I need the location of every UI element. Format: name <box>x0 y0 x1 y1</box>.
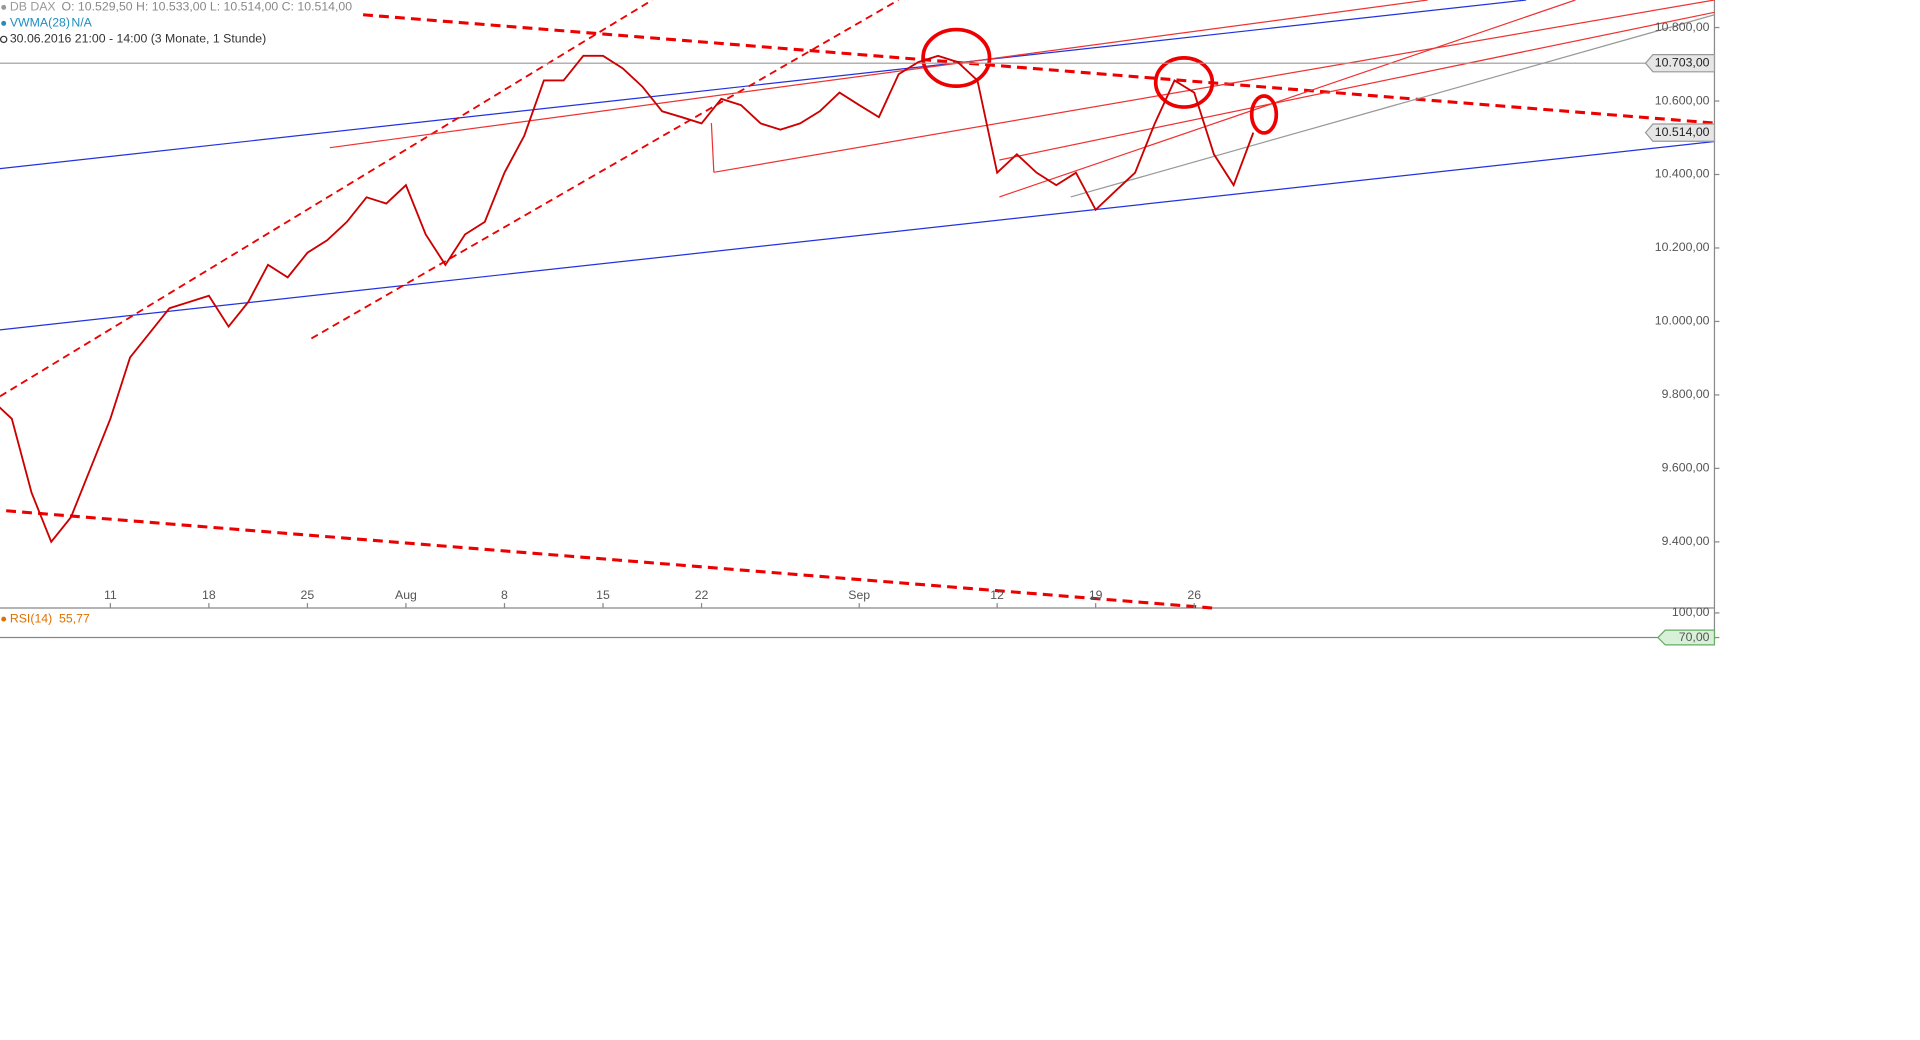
indicator-value: N/A <box>71 16 92 30</box>
price-line-series <box>0 54 1255 544</box>
highlight-circle <box>1249 94 1279 135</box>
trendline <box>999 11 1715 161</box>
trendline <box>999 0 1576 198</box>
ohlc-text: O: 10.529,50 H: 10.533,00 L: 10.514,00 C… <box>62 0 353 14</box>
price-tag <box>1644 53 1716 73</box>
y-tick-label: 10.200,00 <box>1655 240 1710 254</box>
trendline <box>310 0 899 340</box>
highlight-circle <box>1153 56 1215 109</box>
x-tick-label: 12 <box>990 588 1004 602</box>
x-tick-label: 22 <box>695 588 709 602</box>
x-tick-label: 11 <box>104 588 117 602</box>
trendline <box>6 509 1213 610</box>
legend-dot <box>0 35 8 44</box>
x-tick-label: 15 <box>596 588 610 602</box>
x-tick-label: 26 <box>1187 588 1201 602</box>
trendline <box>710 123 715 173</box>
trendline <box>1070 14 1715 198</box>
legend-dot <box>1 20 7 26</box>
trendline <box>0 0 653 398</box>
legend-dot <box>1 616 7 622</box>
trendline <box>362 13 1715 125</box>
price-tag-label: 10.703,00 <box>1655 55 1710 69</box>
trendline <box>0 0 1527 170</box>
instrument-title: DB DAX <box>10 0 56 14</box>
rsi-value: 55,77 <box>59 611 90 625</box>
trendline <box>329 0 1428 149</box>
x-tick-label: 25 <box>301 588 315 602</box>
y-tick-label: 10.600,00 <box>1655 93 1710 107</box>
price-tag <box>1644 123 1716 142</box>
x-tick-label: Sep <box>848 588 870 602</box>
x-tick-label: Aug <box>395 588 417 602</box>
rsi-tick-label: 70,00 <box>1679 630 1710 644</box>
y-tick-label: 9.800,00 <box>1662 387 1710 401</box>
y-tick-label: 9.600,00 <box>1662 461 1710 475</box>
y-tick-label: 10.800,00 <box>1655 20 1710 34</box>
x-tick-label: 18 <box>202 588 216 602</box>
trendline <box>713 0 1715 173</box>
y-tick-label: 9.400,00 <box>1662 534 1710 548</box>
y-tick-label: 10.000,00 <box>1655 314 1710 328</box>
period-text: 30.06.2016 21:00 - 14:00 (3 Monate, 1 St… <box>10 32 266 46</box>
indicator-name: VWMA(28) <box>10 16 70 30</box>
x-tick-label: 19 <box>1089 588 1103 602</box>
price-tag-label: 10.514,00 <box>1655 125 1710 139</box>
highlight-circle <box>921 27 992 88</box>
rsi-tag <box>1656 629 1716 646</box>
rsi-tick-label: 100,00 <box>1672 605 1710 619</box>
y-tick-label: 10.400,00 <box>1655 167 1710 181</box>
rsi-title: RSI(14) <box>10 611 52 625</box>
trendline <box>0 140 1715 331</box>
legend-dot <box>1 4 7 10</box>
trendlines <box>0 0 1715 610</box>
x-tick-label: 8 <box>501 588 508 602</box>
